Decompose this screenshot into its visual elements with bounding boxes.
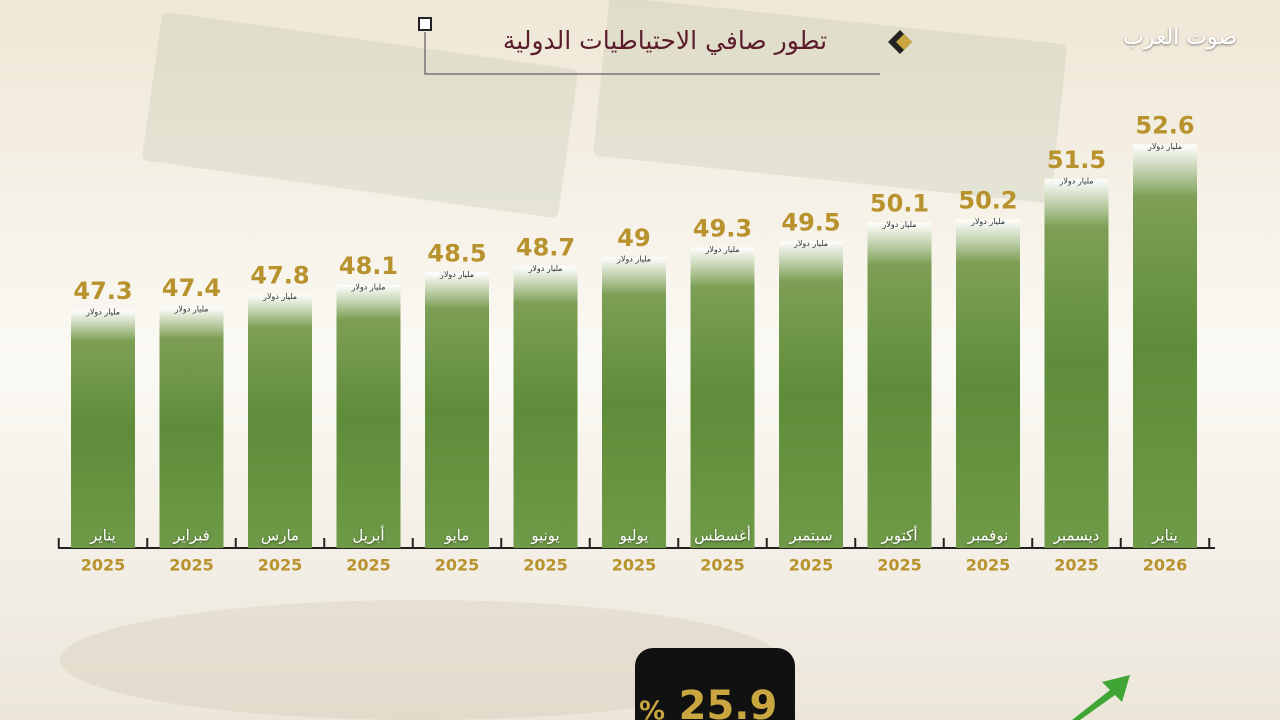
x-tick-label: يناير xyxy=(89,527,116,545)
value-unit: مليار دولار xyxy=(527,264,562,273)
year-label: 2025 xyxy=(877,556,922,575)
value-unit: مليار دولار xyxy=(85,308,120,317)
value-unit: مليار دولار xyxy=(439,270,474,279)
chart-title: تطور صافي الاحتياطيات الدولية xyxy=(503,26,827,56)
bar xyxy=(779,241,843,549)
x-tick-label: أكتوبر xyxy=(880,526,917,545)
x-tick-label: ديسمبر xyxy=(1053,527,1100,545)
year-label: 2025 xyxy=(258,556,303,575)
value-unit: مليار دولار xyxy=(1058,176,1093,185)
highlight-value: 25.9 xyxy=(679,683,778,720)
year-label: 2025 xyxy=(346,556,391,575)
value-label: 49 xyxy=(617,224,650,252)
year-label: 2025 xyxy=(169,556,214,575)
value-label: 47.4 xyxy=(162,274,221,302)
growth-arrow xyxy=(1072,675,1130,720)
x-tick-label: يونيو xyxy=(530,527,559,545)
connector-node xyxy=(418,17,432,31)
value-unit: مليار دولار xyxy=(616,254,651,263)
value-unit: مليار دولار xyxy=(173,304,208,313)
value-label: 51.5 xyxy=(1047,146,1106,174)
value-unit: مليار دولار xyxy=(262,292,297,301)
bar xyxy=(248,294,312,548)
year-label: 2025 xyxy=(81,556,126,575)
bar xyxy=(336,285,401,548)
value-label: 52.6 xyxy=(1135,111,1194,139)
value-label: 49.3 xyxy=(693,215,752,243)
x-tick-label: أبريل xyxy=(352,526,384,545)
x-tick-label: يناير xyxy=(1151,527,1178,545)
bar xyxy=(867,222,932,549)
year-label: 2025 xyxy=(700,556,745,575)
bar xyxy=(71,310,135,548)
year-label: 2025 xyxy=(612,556,657,575)
x-tick-label: نوفمبر xyxy=(967,527,1009,545)
highlight-unit: % xyxy=(639,697,665,720)
x-tick-label: مارس xyxy=(261,527,299,545)
x-tick-label: فبراير xyxy=(172,527,210,545)
bar xyxy=(690,247,755,549)
year-label: 2025 xyxy=(789,556,834,575)
value-label: 50.2 xyxy=(958,186,1017,214)
decor xyxy=(60,0,1067,720)
x-tick-label: أغسطس xyxy=(694,526,751,545)
year-label: 2025 xyxy=(966,556,1011,575)
value-unit: مليار دولار xyxy=(793,239,828,248)
brand: صوت العرب xyxy=(1123,25,1237,50)
bar xyxy=(425,272,489,548)
value-label: 50.1 xyxy=(870,190,929,218)
value-unit: مليار دولار xyxy=(1147,142,1182,151)
value-unit: مليار دولار xyxy=(350,283,385,292)
x-tick-label: سبتمبر xyxy=(788,527,832,545)
title-connector xyxy=(424,32,880,75)
value-label: 49.5 xyxy=(781,208,840,236)
value-label: 48.1 xyxy=(339,252,398,280)
year-label: 2025 xyxy=(1054,556,1099,575)
value-unit: مليار دولار xyxy=(970,217,1005,226)
x-tick-label: مايو xyxy=(444,527,470,545)
highlight-box xyxy=(635,648,795,720)
bar xyxy=(1133,144,1197,548)
value-label: 48.5 xyxy=(427,240,486,268)
bar xyxy=(1044,178,1109,548)
bar xyxy=(602,256,666,548)
year-label: 2026 xyxy=(1143,556,1188,575)
bar xyxy=(513,266,578,548)
value-label: 48.7 xyxy=(516,233,575,261)
bar xyxy=(956,219,1020,548)
x-tick-label: يوليو xyxy=(619,527,649,545)
value-label: 47.8 xyxy=(250,261,309,289)
title-icon-accent xyxy=(896,34,912,50)
value-label: 47.3 xyxy=(73,277,132,305)
bar xyxy=(159,306,224,548)
year-label: 2025 xyxy=(523,556,568,575)
value-unit: مليار دولار xyxy=(704,245,739,254)
year-label: 2025 xyxy=(435,556,480,575)
value-unit: مليار دولار xyxy=(881,220,916,229)
